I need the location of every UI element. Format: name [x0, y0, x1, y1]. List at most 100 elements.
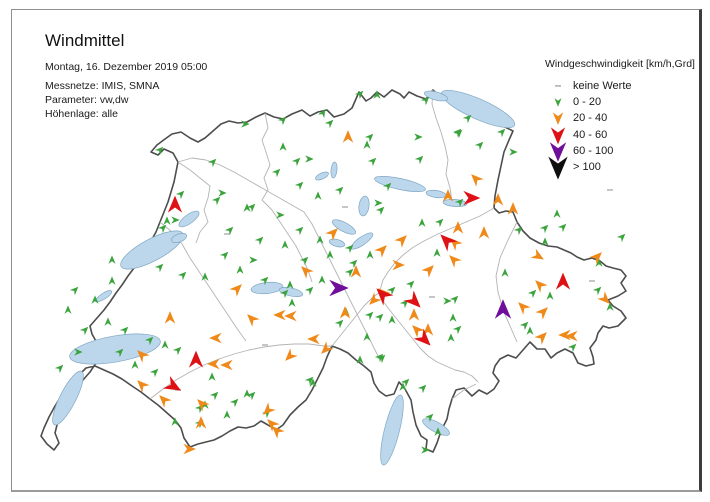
wind-station-arrow [64, 305, 72, 314]
parameter-line: Parameter: vw,dw [45, 94, 129, 106]
wind-station-arrow [374, 313, 384, 323]
wind-station-arrow [209, 332, 222, 344]
wind-station-arrow [474, 141, 484, 151]
wind-station-arrow [304, 376, 314, 386]
wind-station-arrow [375, 206, 385, 216]
wind-station-arrow [350, 265, 362, 278]
wind-station-arrow [462, 114, 472, 124]
wind-station-arrow [154, 263, 164, 273]
wind-station-arrow [208, 372, 216, 381]
wind-station-arrow [131, 360, 139, 369]
wind-station-arrow [243, 203, 251, 212]
wind-station-arrow [492, 193, 504, 206]
wind-station-arrow [201, 272, 209, 281]
wind-station-arrow [454, 198, 464, 208]
wind-station-arrow [219, 251, 229, 261]
wind-station-arrow [229, 284, 242, 297]
wind-station-arrow [509, 148, 518, 156]
wind-station-arrow [376, 288, 394, 306]
wind-station-arrow [108, 255, 116, 264]
wind-station-arrow [263, 402, 276, 415]
legend-title: Windgeschwindigkeit [km/h,Grd] [545, 58, 695, 70]
wind-station-arrow [246, 203, 256, 213]
wind-station-arrow [595, 258, 603, 267]
wind-station-arrow [271, 168, 281, 178]
country-outline [40, 89, 627, 453]
legend-row: > 100 [545, 156, 695, 180]
wind-station-arrow [519, 321, 529, 331]
wind-station-arrow [417, 384, 427, 394]
legend-row: 60 - 100 [545, 142, 695, 162]
wind-station-arrow [157, 224, 167, 234]
wind-station-arrow [304, 286, 314, 296]
wind-station-arrow [183, 443, 196, 455]
wind-station-arrow [74, 348, 83, 356]
lake-geneva [69, 333, 161, 365]
wind-station-arrow [534, 332, 547, 345]
wind-station-arrow [149, 368, 159, 378]
legend-row: 20 - 40 [545, 110, 695, 126]
wind-station-arrow [167, 195, 183, 213]
wind-station-arrow [249, 256, 258, 264]
wind-station-arrow [307, 333, 320, 345]
wind-station-arrow [175, 190, 185, 200]
legend-label: 20 - 40 [573, 112, 608, 125]
wind-station-arrow [376, 354, 386, 364]
wind-station-arrow [342, 130, 354, 143]
no-value-symbol [545, 78, 571, 94]
wind-station-arrow [162, 375, 182, 391]
wind-station-arrow [314, 191, 322, 200]
wind-station-arrow [294, 226, 304, 236]
wind-station-arrow [422, 323, 434, 336]
lake-thun [250, 281, 284, 295]
wind-station-arrow [69, 286, 79, 296]
wind-station-arrow [171, 417, 179, 426]
wind-station-arrow [229, 398, 239, 408]
wind-station-arrow [507, 202, 519, 215]
wind-arrow-layer [54, 90, 626, 455]
legend-items: keine Werte 0 - 20 20 - 40 40 - 60 60 - 100 >… [545, 78, 695, 180]
wind-station-arrow [197, 399, 210, 412]
wind-station-arrow [589, 252, 602, 265]
wind-station-arrow [309, 378, 317, 387]
wind-station-arrow [558, 329, 571, 341]
wind-station-arrow [246, 391, 256, 401]
wind-station-arrow [452, 325, 462, 335]
wind-speed-legend: Windgeschwindigkeit [km/h,Grd] keine Wer… [545, 58, 695, 180]
wind-station-arrow [592, 286, 602, 296]
wind-station-arrow [254, 236, 264, 246]
wind-station-arrow [326, 250, 334, 259]
wind-station-arrow [211, 196, 221, 206]
wind-station-arrow [557, 223, 567, 233]
wind-station-arrow [494, 299, 512, 319]
wind-station-arrow [421, 446, 430, 454]
wind-station-arrow [276, 211, 285, 219]
wind-station-arrow [224, 226, 234, 236]
no-value-mark [607, 189, 613, 191]
wind-station-arrow [399, 299, 409, 309]
legend-row: 40 - 60 [545, 127, 695, 145]
wind-station-arrow [546, 291, 554, 300]
wind-station-arrow [334, 319, 344, 329]
wind-station-arrow [597, 291, 610, 304]
wind-station-arrow [412, 325, 425, 338]
wind-arrow-symbol [545, 127, 571, 145]
wind-station-arrow [164, 311, 176, 324]
wind-station-arrow [209, 391, 219, 401]
wind-station-arrow [285, 348, 298, 361]
legend-label: keine Werte [573, 80, 632, 93]
wind-station-arrow [413, 328, 431, 346]
wind-station-arrow [541, 237, 549, 246]
wind-station-arrow [399, 382, 407, 391]
wind-station-arrow [449, 255, 462, 268]
wind-station-arrow [408, 308, 420, 321]
wind-station-arrow [374, 245, 387, 258]
wind-station-arrow [243, 389, 251, 398]
wind-station-arrow [119, 326, 129, 336]
canton-borders [149, 89, 518, 400]
wind-station-arrow [317, 108, 326, 119]
wind-station-arrow [501, 268, 509, 277]
wind-station-arrow [114, 348, 124, 358]
lakes [52, 89, 516, 466]
